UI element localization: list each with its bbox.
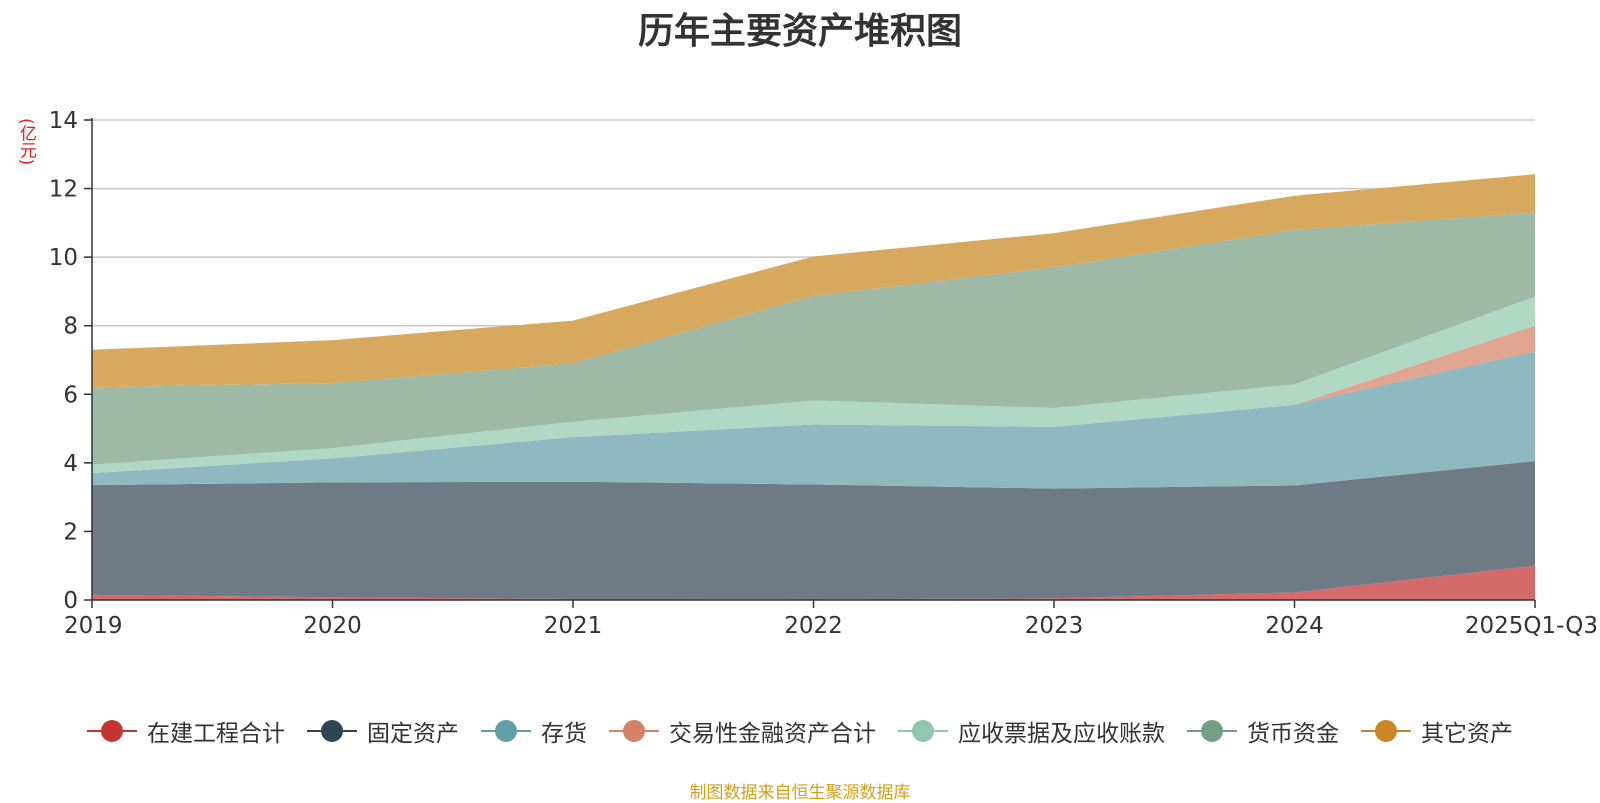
y-tick-label: 8 (63, 314, 78, 340)
y-tick-label: 10 (49, 245, 78, 271)
area-series-4[interactable] (92, 296, 1535, 474)
area-series-2[interactable] (92, 351, 1535, 489)
y-tick-label: 0 (63, 588, 78, 614)
y-tick-label: 12 (49, 177, 78, 203)
legend-marker-icon (481, 719, 531, 743)
legend-label: 存货 (541, 721, 587, 747)
area-series-0[interactable] (92, 565, 1535, 600)
y-tick-label: 4 (63, 451, 78, 477)
legend-label: 应收票据及应收账款 (958, 721, 1165, 747)
area-series-5[interactable] (92, 212, 1535, 465)
legend-label: 在建工程合计 (147, 721, 285, 747)
area-series-1[interactable] (92, 461, 1535, 600)
area-series (92, 174, 1535, 600)
legend-label: 交易性金融资产合计 (669, 721, 876, 747)
legend-marker-icon (1361, 719, 1411, 743)
legend-item-2[interactable]: 存货 (481, 714, 587, 748)
x-tick-label: 2021 (544, 613, 603, 639)
x-tick-label: 2022 (784, 613, 843, 639)
area-series-6[interactable] (92, 174, 1535, 388)
legend-label: 其它资产 (1421, 721, 1513, 747)
x-tick-label: 2019 (64, 613, 123, 639)
legend-label: 货币资金 (1247, 721, 1339, 747)
legend-label: 固定资产 (367, 721, 459, 747)
legend-item-6[interactable]: 其它资产 (1361, 714, 1513, 748)
legend-item-5[interactable]: 货币资金 (1187, 714, 1339, 748)
legend-marker-icon (307, 719, 357, 743)
legend-item-1[interactable]: 固定资产 (307, 714, 459, 748)
x-tick-label: 2025Q1-Q3 (1465, 613, 1598, 639)
legend: 在建工程合计 固定资产 存货 交易性金融资产合计 应收票据及应收账款 货币资金 其它资产 (0, 714, 1600, 748)
x-tick-label: 2023 (1025, 613, 1084, 639)
x-tick-label: 2020 (303, 613, 362, 639)
legend-item-3[interactable]: 交易性金融资产合计 (609, 714, 876, 748)
axes: 0 2 4 6 8 10 12 14 2019 2020 2021 2022 2023 2024 2025Q… (49, 108, 1598, 639)
x-tick-label: 2024 (1265, 613, 1324, 639)
y-axis-unit: (亿元) (16, 118, 36, 166)
y-tick-label: 2 (63, 519, 78, 545)
legend-item-4[interactable]: 应收票据及应收账款 (898, 714, 1165, 748)
source-note: 制图数据来自恒生聚源数据库 (689, 783, 911, 803)
y-tick-label: 14 (49, 108, 78, 134)
y-tick-label: 6 (63, 382, 78, 408)
legend-marker-icon (87, 719, 137, 743)
legend-marker-icon (898, 719, 948, 743)
legend-item-0[interactable]: 在建工程合计 (87, 714, 285, 748)
legend-marker-icon (609, 719, 659, 743)
legend-marker-icon (1187, 719, 1237, 743)
chart-title: 历年主要资产堆积图 (637, 11, 962, 52)
